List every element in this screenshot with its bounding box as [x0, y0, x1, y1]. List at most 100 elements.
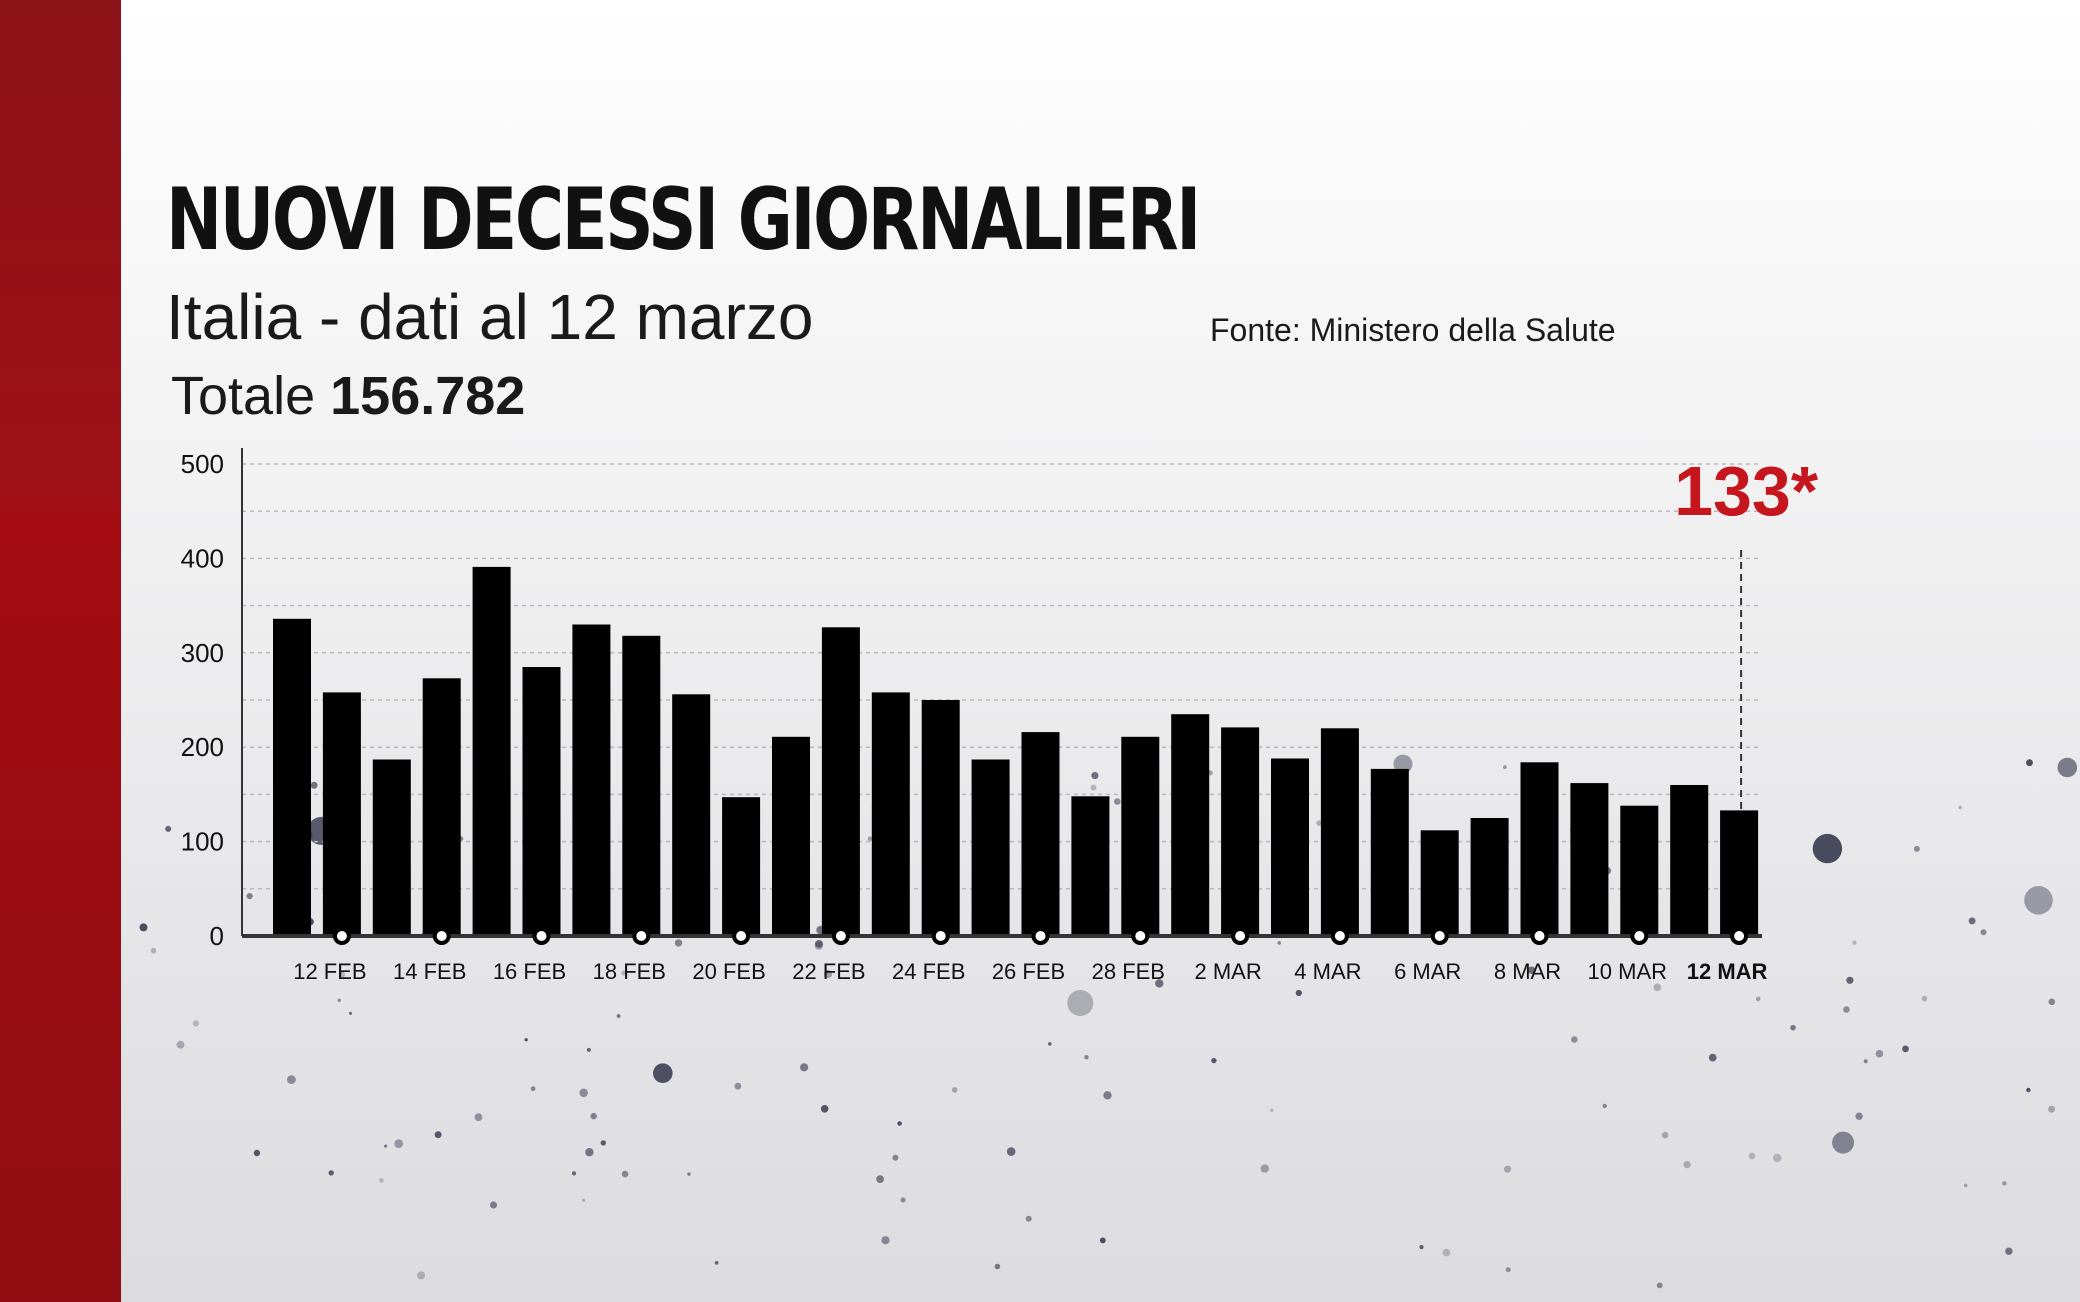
y-tick-label: 200 — [181, 732, 224, 762]
bar — [273, 618, 311, 936]
decor-dot — [1155, 979, 1164, 988]
decor-dot — [1527, 966, 1536, 974]
decor-dot — [800, 1063, 809, 1072]
decor-dot — [246, 893, 253, 900]
bar — [622, 635, 661, 936]
bar — [1221, 727, 1260, 936]
decor-dot — [621, 970, 627, 976]
chart-subtitle: Italia - dati al 12 marzo — [166, 281, 814, 353]
decor-dot — [524, 1038, 528, 1042]
bar — [372, 759, 411, 936]
x-marker — [1430, 927, 1449, 945]
decor-dot — [867, 836, 873, 842]
decor-dot — [328, 1170, 334, 1176]
x-marker — [1630, 927, 1649, 945]
x-tick-label: 4 MAR — [1294, 959, 1361, 984]
decor-dot — [349, 1011, 352, 1015]
decor-dot — [820, 1105, 829, 1113]
y-tick-label: 0 — [210, 921, 224, 951]
decor-dot — [1653, 983, 1662, 992]
bar — [1570, 783, 1609, 936]
decor-dot — [653, 1063, 673, 1083]
decor-dot — [1316, 820, 1323, 826]
decor-dot — [1084, 1055, 1089, 1060]
red-side-band — [0, 0, 121, 1302]
decor-dot — [1852, 940, 1857, 945]
decor-dot — [1260, 1164, 1270, 1173]
x-tick-label: 28 FEB — [1092, 959, 1165, 984]
decor-dot — [1211, 1057, 1217, 1064]
x-marker — [532, 927, 551, 945]
decor-dot — [1025, 1215, 1032, 1222]
decor-dot — [1393, 754, 1413, 774]
decor-dot — [1755, 996, 1761, 1002]
y-tick-label: 400 — [181, 543, 224, 573]
decor-dot — [176, 1040, 185, 1049]
decor-dot — [1571, 1036, 1578, 1043]
decor-dot — [1855, 1112, 1863, 1120]
bar — [1071, 796, 1110, 936]
x-marker — [1131, 927, 1150, 945]
decor-dot — [621, 1170, 629, 1178]
decor-dot — [1602, 1103, 1607, 1109]
bar — [821, 627, 860, 936]
x-tick-label: 14 FEB — [393, 959, 466, 984]
decor-dot — [417, 1271, 426, 1280]
decor-dot — [1295, 989, 1302, 997]
x-marker — [1031, 927, 1050, 945]
decor-dot — [339, 971, 346, 978]
decor-dot — [2024, 886, 2053, 915]
bar — [1370, 768, 1409, 936]
decor-dot — [1048, 1042, 1052, 1046]
source-note: Fonte: Ministero della Salute — [1210, 312, 1616, 348]
bar — [921, 700, 960, 936]
x-tick-label: 2 MAR — [1194, 959, 1261, 984]
decor-dot — [310, 781, 318, 789]
bar — [472, 566, 511, 936]
decor-dot — [900, 1197, 906, 1203]
chart-title: NUOVI DECESSI GIORNALIERI — [166, 170, 1201, 270]
bar — [672, 694, 711, 936]
decor-dot — [1863, 1059, 1868, 1064]
decor-dot — [687, 1172, 691, 1176]
x-marker — [1231, 927, 1250, 945]
decor-dot — [2057, 757, 2078, 778]
decor-dot — [1708, 1053, 1717, 1062]
x-tick-label: 24 FEB — [892, 959, 965, 984]
bar — [1620, 805, 1659, 936]
decor-dot — [474, 1113, 483, 1122]
bar — [1520, 762, 1559, 936]
decor-dot — [1902, 1045, 1909, 1053]
decor-dot — [2048, 1105, 2056, 1113]
decor-dot — [1504, 1165, 1512, 1173]
bar — [1171, 714, 1210, 936]
bar — [322, 692, 361, 936]
x-tick-label: 12 FEB — [293, 959, 366, 984]
decor-dot — [1091, 772, 1099, 780]
decor-dot — [1503, 765, 1507, 769]
bar — [1271, 758, 1309, 936]
decor-dot — [876, 1175, 884, 1183]
decor-dot — [714, 1261, 719, 1265]
decor-dot — [1773, 1153, 1782, 1163]
x-marker — [831, 927, 850, 945]
total-value: 156.782 — [330, 366, 526, 426]
decor-dot — [579, 1088, 588, 1098]
decor-dot — [434, 1131, 442, 1139]
x-marker — [1330, 927, 1349, 945]
decor-dot — [586, 1047, 591, 1052]
decor-dot — [1913, 845, 1920, 852]
decor-dot — [1656, 1282, 1663, 1289]
x-tick-label: 26 FEB — [992, 959, 1065, 984]
decor-dot — [1419, 1245, 1424, 1250]
decor-dot — [815, 939, 823, 948]
bar — [1320, 728, 1359, 936]
decor-dot — [616, 1014, 621, 1018]
decor-dot — [1875, 1049, 1884, 1058]
decor-dot — [2026, 1087, 2031, 1093]
bar — [422, 678, 461, 936]
decor-dot — [489, 1201, 498, 1209]
decor-dot — [892, 1154, 899, 1161]
bar — [1670, 785, 1709, 936]
